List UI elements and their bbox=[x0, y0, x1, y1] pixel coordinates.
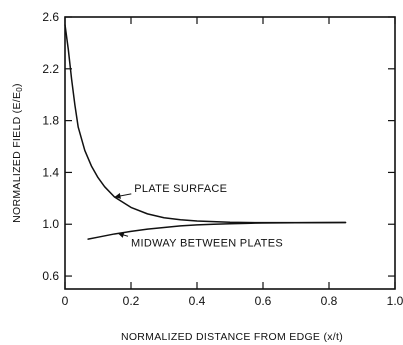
y-axis-ticks: 0.6 1.0 1.4 1.8 2.2 2.6 bbox=[42, 10, 395, 283]
y-tick-label: 2.2 bbox=[42, 62, 59, 76]
x-axis-title: NORMALIZED DISTANCE FROM EDGE (x/t) bbox=[121, 331, 343, 343]
y-tick-label: 1.4 bbox=[42, 165, 59, 179]
x-tick-label: 0 bbox=[62, 294, 69, 308]
y-axis-title-subscript: 0 bbox=[15, 87, 24, 92]
series-group bbox=[64, 24, 347, 240]
y-tick-label: 0.6 bbox=[42, 269, 59, 283]
annotation-arrowhead-1 bbox=[117, 232, 125, 238]
x-tick-label: 1.0 bbox=[387, 294, 403, 308]
plot-frame bbox=[64, 16, 396, 290]
x-tick-label: 0.2 bbox=[123, 294, 140, 308]
annotation-label-0: PLATE SURFACE bbox=[134, 183, 227, 195]
annotation-label-1: MIDWAY BETWEEN PLATES bbox=[131, 237, 283, 249]
x-tick-label: 0.8 bbox=[321, 294, 338, 308]
x-tick-label: 0.6 bbox=[255, 294, 272, 308]
annotations-group: PLATE SURFACE MIDWAY BETWEEN PLATES bbox=[114, 183, 283, 249]
y-tick-label: 1.8 bbox=[42, 114, 59, 128]
x-axis-ticks: 0 0.2 0.4 0.6 0.8 1.0 bbox=[62, 17, 403, 308]
y-tick-label: 2.6 bbox=[42, 10, 59, 24]
y-tick-label: 1.0 bbox=[42, 217, 59, 231]
y-axis-title-main: NORMALIZED FIELD (E/E bbox=[11, 92, 23, 223]
y-axis-title-close: ) bbox=[11, 83, 23, 87]
x-tick-label: 0.4 bbox=[189, 294, 206, 308]
annotation-arrowhead-0 bbox=[114, 192, 121, 199]
y-axis-title: NORMALIZED FIELD (E/E0) bbox=[11, 83, 24, 223]
